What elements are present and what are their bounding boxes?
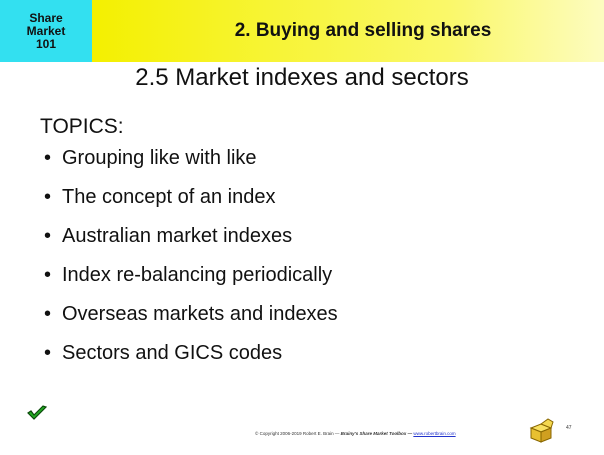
topic: • Grouping like with like: [44, 147, 257, 170]
product: Brainy's Share Market Toolbox —: [340, 431, 413, 436]
badge: Share Market 101: [0, 0, 92, 62]
toolbox-icon: [529, 418, 554, 443]
topic-text: Sectors and GICS codes: [62, 342, 283, 364]
subtitle: 2.5 Market indexes and sectors: [135, 64, 469, 91]
banner: 2. Buying and selling shares: [92, 0, 604, 62]
checkmark: [27, 405, 48, 420]
badge-line: Share: [29, 10, 63, 25]
topic-text: Australian market indexes: [62, 225, 293, 247]
topic-text: Overseas markets and indexes: [62, 303, 338, 325]
badge-line: Market: [26, 23, 66, 38]
copyright: © Copyright 2006-2019 Robert E. Brain —: [255, 431, 340, 436]
url: www.robertbrain.com: [413, 431, 456, 436]
topic: • Index re-balancing periodically: [44, 264, 332, 287]
badge-line: 101: [35, 36, 57, 51]
page-number: 47: [566, 425, 572, 431]
bullet: •: [44, 186, 52, 208]
bullet: •: [44, 342, 52, 364]
footer: © Copyright 2006-2019 Robert E. Brain — …: [255, 431, 456, 436]
bullet: •: [44, 225, 52, 247]
topic: • Australian market indexes: [44, 225, 292, 248]
topics-label: TOPICS:: [40, 115, 124, 138]
topic: • Sectors and GICS codes: [44, 342, 282, 365]
topic: • The concept of an index: [44, 186, 275, 209]
topic-text: The concept of an index: [62, 186, 276, 208]
bullet: •: [44, 264, 52, 286]
bullet: •: [44, 303, 52, 325]
topic-text: Grouping like with like: [62, 147, 257, 169]
header-title: 2. Buying and selling shares: [234, 20, 492, 41]
bullet: •: [44, 147, 52, 169]
topic-text: Index re-balancing periodically: [62, 264, 333, 286]
topic: • Overseas markets and indexes: [44, 303, 338, 326]
